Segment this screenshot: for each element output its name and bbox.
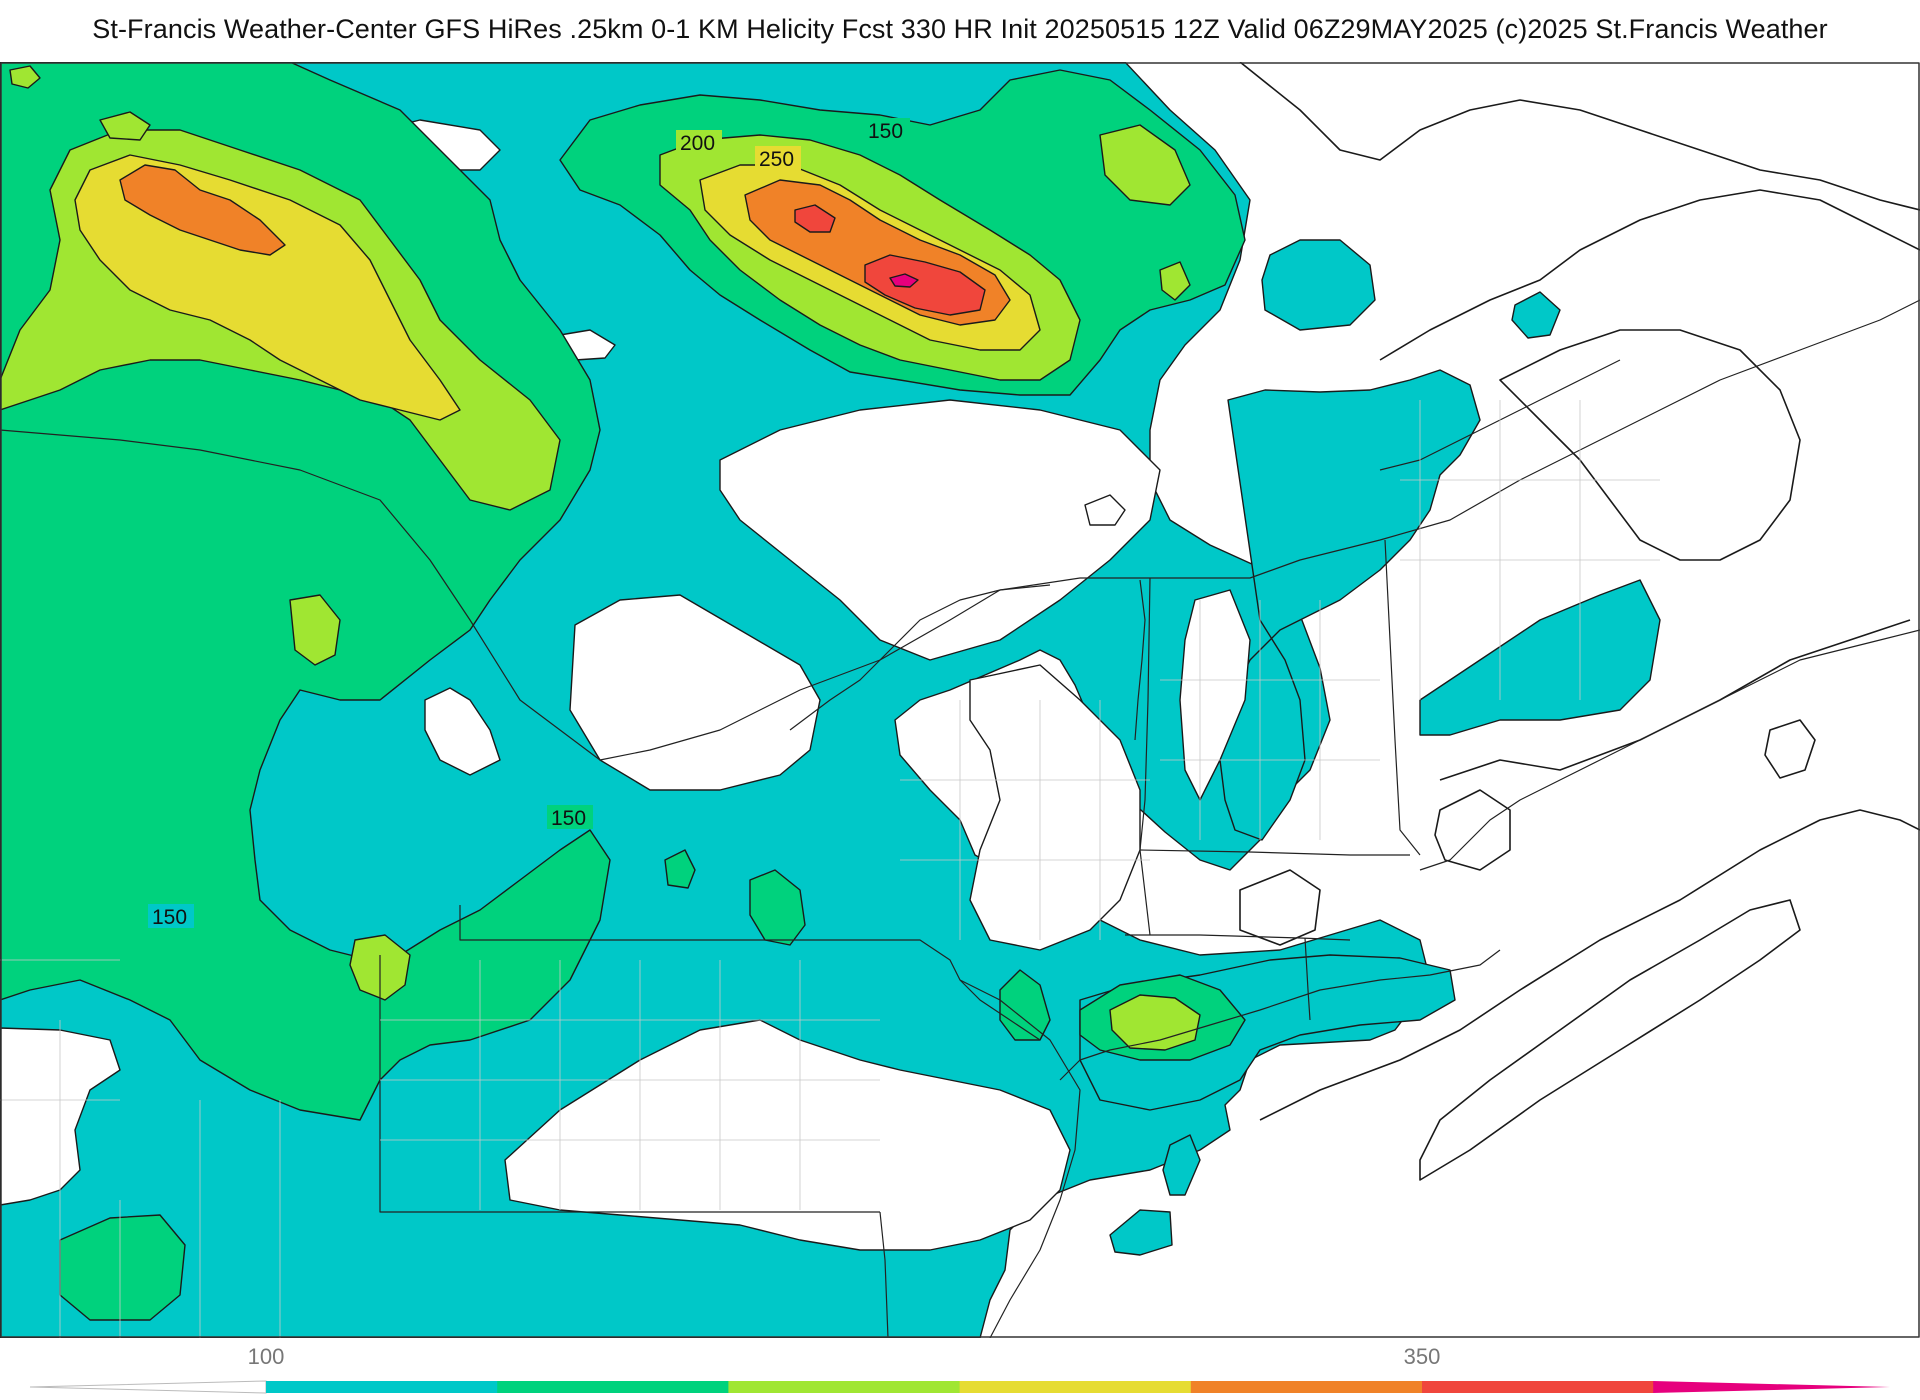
helicity-map: 200 250 150 150 150 bbox=[0, 62, 1920, 1338]
contour-line-east-4 bbox=[1434, 789, 1511, 871]
helicity-200-blob-ct bbox=[1109, 994, 1201, 1051]
colorbar-segment bbox=[497, 1381, 729, 1393]
colorbar-segment bbox=[266, 1381, 498, 1393]
helicity-350-region-1 bbox=[794, 204, 836, 233]
contour-label-150-central: 150 bbox=[551, 807, 586, 830]
border-ma-south bbox=[1125, 934, 1351, 941]
contour-label-250: 250 bbox=[759, 148, 794, 171]
border-vt-nh bbox=[1139, 577, 1151, 936]
helicity-200-blob-3 bbox=[99, 111, 151, 141]
no-helicity-hole-erie bbox=[424, 687, 501, 776]
border-ma-north bbox=[1139, 849, 1410, 856]
colorbar-segment bbox=[959, 1381, 1192, 1393]
contour-line-north-3 bbox=[1499, 329, 1801, 561]
helicity-400-region bbox=[889, 273, 919, 288]
contour-line-north-1 bbox=[1239, 62, 1920, 211]
border-md-de bbox=[879, 1211, 889, 1338]
map-title: St-Francis Weather-Center GFS HiRes .25k… bbox=[92, 14, 1828, 44]
border-nh-me bbox=[1384, 539, 1421, 856]
helicity-200-blob-4 bbox=[1099, 124, 1191, 206]
coast-line-ny bbox=[1059, 949, 1501, 1081]
contour-label-150-west: 150 bbox=[152, 906, 187, 929]
colorbar-segment bbox=[1422, 1381, 1654, 1393]
contour-line-north-2 bbox=[1379, 189, 1920, 361]
map-frame bbox=[0, 62, 1920, 1338]
helicity-150-blob-ne bbox=[999, 969, 1051, 1041]
helicity-100-blob-ne1 bbox=[1261, 239, 1376, 331]
colorbar-overflow bbox=[1653, 1381, 1890, 1393]
colorbar-tick-350: 350 bbox=[1403, 1344, 1441, 1369]
helicity-150-blob-se bbox=[59, 1214, 186, 1321]
river-st-lawrence bbox=[789, 584, 1051, 731]
contour-label-200: 200 bbox=[680, 132, 715, 155]
helicity-200-blob-5 bbox=[1159, 261, 1191, 301]
helicity-100-region-newengland bbox=[1219, 369, 1481, 841]
colorbar-tick-100: 100 bbox=[247, 1344, 285, 1369]
helicity-100-blob-sea1 bbox=[1162, 1134, 1201, 1196]
helicity-150-blob-pa1 bbox=[749, 869, 806, 946]
helicity-300-region-west bbox=[119, 164, 286, 256]
helicity-350-region-2 bbox=[864, 254, 986, 316]
coast-line-ne bbox=[1419, 629, 1920, 871]
contour-line-east-5 bbox=[1764, 719, 1816, 779]
border-pa-south bbox=[379, 955, 880, 1213]
county-lines bbox=[0, 400, 1660, 1338]
colorbar-underflow bbox=[29, 1380, 267, 1394]
colorbar-segment bbox=[728, 1381, 961, 1393]
no-helicity-hole-adirondack bbox=[1179, 589, 1251, 801]
helicity-100-blob-sea2 bbox=[1109, 1209, 1173, 1256]
contour-line-east-2 bbox=[1259, 809, 1920, 1121]
border-ct-ri bbox=[1304, 937, 1311, 1021]
helicity-200-blob-6 bbox=[9, 65, 41, 89]
helicity-200-blob-2 bbox=[289, 594, 341, 666]
contour-line-east-6 bbox=[1239, 869, 1321, 946]
no-helicity-hole-small3 bbox=[1084, 494, 1126, 526]
helicity-100-blob-ne2 bbox=[1511, 291, 1561, 339]
lake-champlain bbox=[1134, 579, 1146, 741]
colorbar bbox=[29, 1380, 1890, 1394]
border-us-canada bbox=[0, 299, 1920, 761]
helicity-150-blob-small bbox=[664, 849, 696, 889]
contour-label-150-north: 150 bbox=[868, 120, 903, 143]
border-ny-pa bbox=[459, 905, 1041, 1041]
no-helicity-hole-north bbox=[719, 399, 1161, 661]
colorbar-segment bbox=[1190, 1381, 1423, 1393]
border-nj bbox=[959, 979, 1081, 1338]
no-helicity-hole-pa bbox=[504, 1019, 1071, 1251]
contour-line-east-3 bbox=[1419, 899, 1801, 1181]
helicity-100-region-maine bbox=[1419, 579, 1661, 736]
